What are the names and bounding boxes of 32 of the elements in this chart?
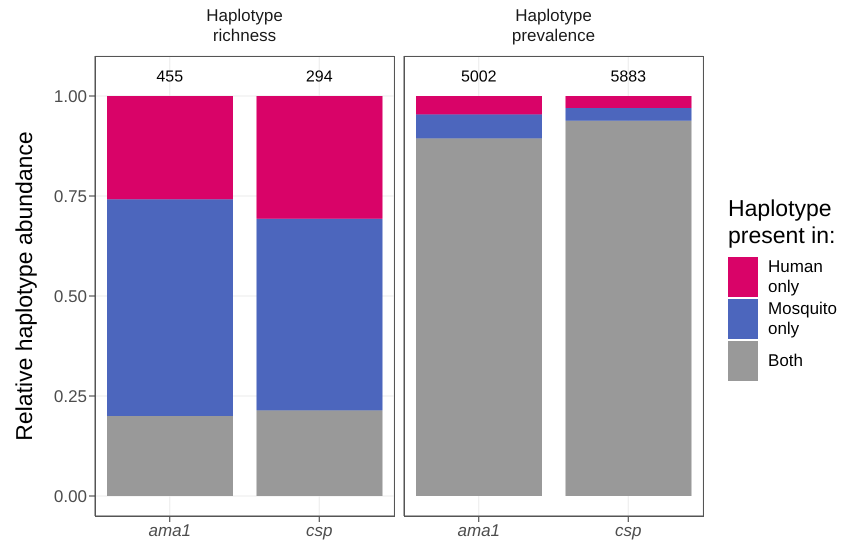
bar	[107, 96, 233, 200]
y-tick-label: 0.50	[54, 287, 87, 306]
chart-title: Haplotype prevalence	[510, 6, 596, 46]
annotation: 5883	[610, 68, 646, 86]
bar	[416, 138, 542, 496]
bar	[416, 114, 542, 138]
annotation: 5002	[460, 68, 497, 86]
x-tick-label: ama1	[148, 521, 192, 540]
legend-label: Mosquito only	[768, 299, 837, 339]
bar	[256, 410, 382, 496]
annotation: 294	[306, 68, 333, 86]
annotation: 455	[156, 68, 184, 86]
x-tick-label: csp	[306, 521, 332, 540]
bar	[256, 218, 382, 410]
bar	[107, 199, 233, 416]
bar	[566, 108, 692, 121]
bar	[566, 96, 692, 108]
y-axis-title: Relative haplotype abundance	[11, 131, 38, 441]
bar	[416, 96, 542, 114]
legend-label: Human only	[768, 257, 823, 297]
x-tick-label: ama1	[457, 521, 500, 540]
chart-title: Haplotype richness	[205, 6, 284, 46]
y-tick-label: 0.25	[54, 387, 87, 406]
legend-label: Both	[768, 351, 803, 371]
bar	[256, 96, 382, 219]
x-tick-label: csp	[615, 521, 642, 540]
y-tick-label: 1.00	[54, 87, 87, 106]
y-tick-label: 0.00	[54, 487, 87, 506]
bar	[566, 120, 692, 496]
bar	[107, 416, 233, 496]
legend-title: Haplotype present in:	[728, 195, 836, 249]
y-tick-label: 0.75	[54, 187, 87, 206]
